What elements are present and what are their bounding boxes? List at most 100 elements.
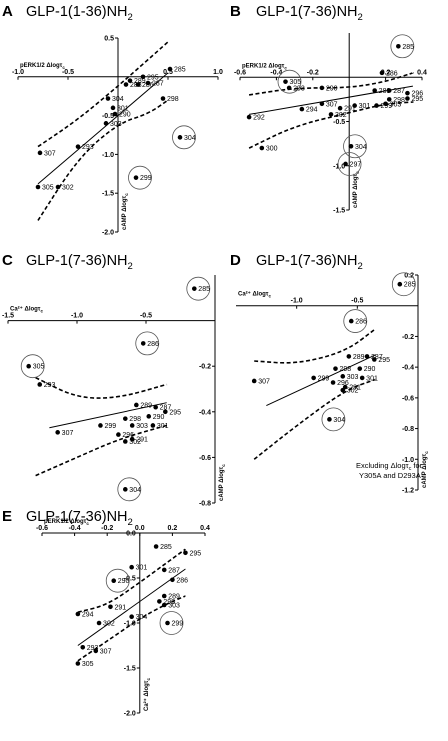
point-label: 305 [42, 184, 54, 191]
x-axis-label-subscript: c [62, 65, 65, 70]
point-label: 291 [349, 385, 361, 392]
data-point [80, 645, 86, 650]
data-point [386, 88, 392, 93]
y-tick-label: -0.2 [199, 364, 211, 371]
data-point [161, 567, 167, 573]
regression-line [49, 402, 167, 429]
data-point [397, 281, 403, 287]
point-label: 304 [136, 614, 148, 621]
point-label: 303 [347, 374, 359, 381]
point-label: 287 [152, 81, 164, 88]
y-tick-label: -0.4 [199, 409, 211, 416]
point-label: 286 [176, 577, 188, 584]
point-label: 298 [163, 599, 175, 606]
x-axis-label: Ca²⁺ Δlogτc [238, 291, 272, 299]
outlier-circle [159, 611, 184, 635]
y-axis-label-main: Ca²⁺ Δlogτ [143, 680, 150, 711]
data-point [405, 96, 410, 101]
point-label: 304 [184, 135, 196, 142]
point-label: 285 [402, 44, 414, 51]
outlier-circle [117, 477, 142, 502]
x-axis-label-subscript: c [269, 294, 272, 299]
data-point [134, 402, 139, 408]
outlier-circle [391, 272, 416, 297]
data-point [55, 430, 60, 435]
data-point [75, 144, 81, 149]
point-label: 304 [333, 417, 345, 424]
y-tick-label: -1.0 [102, 152, 114, 159]
data-point [348, 143, 354, 149]
outlier-circle [135, 331, 160, 356]
point-label: 289 [168, 594, 180, 601]
y-tick-label: 0.2 [404, 273, 414, 280]
data-point [405, 90, 410, 96]
ci-upper-band [37, 41, 169, 148]
data-point [372, 88, 377, 93]
data-point [165, 620, 170, 626]
data-point [342, 384, 348, 390]
data-point [167, 66, 173, 72]
data-point [157, 599, 162, 604]
panel-letter: B [230, 3, 241, 20]
x-tick-label: 0.4 [417, 69, 427, 76]
data-point [127, 78, 133, 83]
data-point [37, 150, 43, 156]
data-point [328, 112, 334, 117]
point-label: 301 [136, 565, 148, 572]
point-label: 286 [147, 341, 159, 348]
y-tick-label: -0.4 [402, 365, 414, 372]
data-point [129, 423, 135, 428]
data-point [110, 105, 116, 111]
panel-note-part: Excluding Δlogτ [356, 461, 409, 470]
y-axis-label-subscript: c [221, 464, 226, 467]
data-point [340, 387, 346, 393]
x-axis-label-main: Ca²⁺ Δlogτ [10, 306, 41, 313]
panel-title: GLP-1(1-36)NH2 [26, 4, 133, 23]
ci-upper-band [248, 72, 414, 96]
y-tick-label: 0.0 [126, 531, 136, 538]
point-label: 304 [112, 96, 124, 103]
x-axis-label: pERK1/2 Δlogτc [242, 63, 287, 70]
panel-title-main: GLP-1(1-36)NH [26, 4, 128, 20]
panel-note: Excluding Δlogτc for [356, 461, 423, 472]
y-axis-label-main: cAMP Δlogτ [122, 195, 128, 230]
data-point [26, 363, 32, 369]
data-point [105, 96, 111, 101]
regression-line [77, 568, 186, 646]
y-axis-label: cAMP Δlogτc [122, 193, 129, 230]
data-point [116, 432, 121, 437]
point-label: 290 [153, 414, 165, 421]
outlier-circle [343, 134, 367, 159]
y-tick-label: -0.2 [402, 334, 414, 341]
ci-upper-band [77, 548, 186, 613]
panel-note-line2: Y305A and D293A [359, 471, 421, 480]
point-label: 307 [100, 648, 112, 655]
data-point [161, 602, 167, 608]
data-point [396, 43, 401, 49]
ci-lower-band [37, 99, 169, 221]
data-point [346, 354, 352, 359]
y-tick-label: -1.0 [124, 621, 136, 628]
panel-title-subscript: 2 [358, 261, 363, 272]
x-tick-label: -0.5 [62, 69, 74, 76]
y-axis-label: cAMP Δlogτc [422, 451, 429, 488]
point-label: 295 [411, 96, 423, 103]
ci-lower-band [248, 101, 414, 149]
point-label: 301 [366, 375, 378, 382]
data-point [103, 121, 109, 126]
data-point [192, 286, 197, 291]
x-axis-label-main: pERK1/2 Δlogτ [20, 63, 63, 69]
data-point [286, 85, 292, 91]
x-axis-label-subscript: c [41, 309, 44, 314]
panel-title: GLP-1(7-36)NH2 [256, 4, 363, 23]
point-label: 291 [344, 106, 356, 113]
point-label: 296 [122, 432, 134, 439]
y-axis-label: cAMP Δlogτc [353, 171, 360, 208]
panel-title-main: GLP-1(7-36)NH [256, 253, 358, 269]
x-tick-label: -1.0 [291, 298, 303, 305]
data-point [283, 79, 288, 84]
point-label: 295 [189, 550, 201, 557]
outlier-circle [337, 152, 362, 176]
x-axis-label: Ca²⁺ Δlogτc [10, 306, 44, 314]
y-tick-label: -0.8 [402, 426, 414, 433]
